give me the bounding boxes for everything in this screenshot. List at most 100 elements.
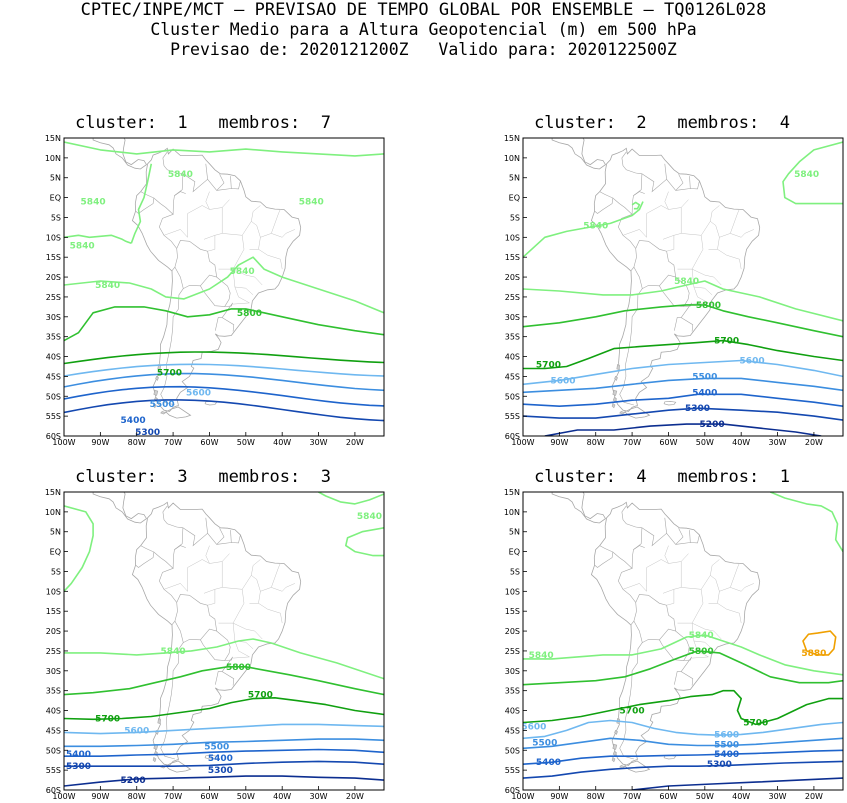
contour-label: 5400	[536, 758, 561, 768]
state-border	[232, 623, 250, 658]
contour-line-5800	[523, 650, 843, 686]
x-tick-label: 90W	[91, 438, 109, 447]
map-panel-cluster-2: cluster: 2 membros: 4 5840 5840 5840 5800 57…	[487, 113, 844, 447]
x-tick-label: 20W	[346, 792, 364, 801]
contour-label: 5400	[714, 750, 739, 760]
y-tick-label: 15N	[504, 135, 520, 143]
country-border	[230, 530, 232, 543]
y-tick-label: 10S	[505, 233, 520, 242]
contour-label: 5700	[714, 337, 739, 347]
y-tick-label: 10S	[46, 233, 61, 242]
country-border	[641, 163, 667, 193]
y-tick-label: 30S	[505, 667, 520, 676]
contour-line-5840	[345, 527, 384, 557]
state-border	[691, 269, 709, 304]
y-tick-label: 30S	[46, 667, 61, 676]
country-border	[633, 594, 677, 644]
contour-line-5700	[523, 339, 843, 370]
y-tick-label: 15S	[505, 607, 520, 616]
contour-label: 5600	[124, 726, 149, 736]
y-tick-label: 20S	[46, 627, 61, 636]
country-border	[617, 214, 637, 271]
y-tick-label: 5N	[50, 174, 61, 183]
valid-label: Valido para:	[438, 40, 558, 59]
state-border	[271, 229, 296, 238]
contour-label: 5600	[521, 722, 546, 732]
state-border	[218, 587, 245, 624]
contour-label: 5600	[714, 730, 739, 740]
map-frame	[63, 491, 385, 791]
contour-label: 5800	[226, 663, 251, 673]
state-border	[646, 205, 669, 238]
contour-label: 5700	[620, 707, 645, 717]
y-tick-label: 25S	[46, 293, 61, 302]
coastline-chile-islands	[616, 364, 621, 370]
contour-label: 5500	[204, 742, 229, 752]
contour-line-5400	[64, 385, 384, 407]
contour-label: 5300	[685, 404, 710, 414]
x-tick-label: 60W	[659, 438, 677, 447]
y-tick-label: 60S	[505, 432, 520, 441]
y-tick-label: 15N	[504, 489, 520, 497]
contour-line-5500	[64, 738, 384, 748]
y-tick-label: 5S	[51, 567, 61, 576]
coastline-chile-islands	[612, 743, 618, 750]
state-border	[700, 575, 720, 604]
state-border	[700, 221, 720, 250]
state-border	[662, 561, 682, 594]
contour-label: 5200	[121, 776, 146, 786]
figure-header: CPTEC/INPE/MCT — PREVISAO DE TEMPO GLOBA…	[0, 0, 847, 60]
y-tick-label: 50S	[505, 746, 520, 755]
contour-line-5600	[523, 359, 843, 386]
state-border	[232, 268, 263, 286]
contour-label: 5600	[186, 388, 211, 398]
country-border	[182, 163, 208, 193]
country-border	[659, 276, 690, 307]
state-border	[163, 583, 188, 592]
country-border	[612, 505, 643, 569]
y-tick-label: 60S	[46, 432, 61, 441]
state-border	[258, 603, 283, 624]
state-border	[666, 589, 675, 606]
country-border	[666, 533, 700, 545]
state-border	[163, 229, 188, 238]
map-area: 5840 5840 5840 5840 5840 5840 5800 5700 5600 5500…	[64, 138, 384, 436]
coastline-south-america	[131, 147, 302, 412]
x-tick-label: 60W	[659, 792, 677, 801]
contour-line-5840	[64, 141, 384, 157]
contour-line-5840	[130, 163, 153, 244]
y-tick-label: 15N	[45, 489, 61, 497]
country-border	[641, 517, 667, 547]
contour-label: 5700	[536, 360, 561, 370]
y-tick-label: 30S	[505, 313, 520, 322]
state-border	[691, 622, 722, 640]
state-border	[258, 249, 283, 270]
x-tick-label: 40W	[273, 792, 291, 801]
y-tick-label: 35S	[46, 333, 61, 342]
contour-label: 5840	[230, 267, 255, 277]
contour-line-5700	[64, 697, 384, 721]
coastline-tierra-del-fuego	[624, 760, 651, 773]
coastline-chile-islands	[619, 411, 626, 415]
contour-line-5800	[523, 304, 843, 338]
y-tick-label: 25S	[46, 647, 61, 656]
state-border	[205, 545, 230, 564]
contour-line-5600	[64, 723, 384, 735]
coastline-central-america	[92, 492, 148, 524]
contour-label: 5500	[714, 740, 739, 750]
state-border	[234, 286, 254, 296]
contour-label: 5500	[692, 372, 717, 382]
x-tick-label: 30W	[309, 792, 327, 801]
state-border	[691, 268, 722, 286]
x-tick-label: 100W	[52, 438, 75, 447]
map-panel-cluster-4: cluster: 4 membros: 1 5880 5840 5840 5800 57…	[487, 467, 844, 801]
state-border	[666, 235, 675, 252]
contour-label: 5600	[550, 376, 575, 386]
state-border	[692, 656, 709, 659]
contour-line-5840	[64, 256, 384, 314]
y-tick-label: 5S	[510, 213, 520, 222]
country-border	[200, 630, 231, 661]
x-tick-label: 100W	[52, 792, 75, 801]
